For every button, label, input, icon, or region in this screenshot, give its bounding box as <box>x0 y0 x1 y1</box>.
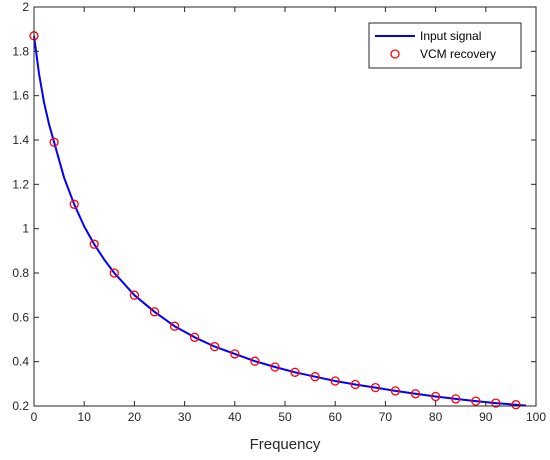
data-point-vcm-recovery <box>290 367 300 377</box>
legend-box <box>368 22 522 69</box>
data-point-vcm-recovery <box>430 391 441 402</box>
x-tick-label: 100 <box>526 410 546 424</box>
x-tick-label: 60 <box>329 410 343 424</box>
data-point-vcm-recovery <box>149 307 160 317</box>
data-point-vcm-recovery <box>270 362 280 372</box>
data-point-vcm-recovery <box>451 394 461 404</box>
data-point-vcm-recovery <box>330 376 340 386</box>
plot-frame <box>33 6 537 407</box>
data-point-vcm-recovery <box>189 332 200 342</box>
y-tick-label: 0.6 <box>12 310 29 324</box>
legend: Input signal VCM recovery <box>368 22 522 69</box>
data-point-vcm-recovery <box>370 382 381 393</box>
x-tick-label: 80 <box>429 410 443 424</box>
data-point-vcm-recovery <box>491 398 501 408</box>
legend-label-input-signal: Input signal <box>420 29 481 43</box>
data-point-vcm-recovery <box>69 199 79 209</box>
y-tick-label: 0.8 <box>12 266 29 280</box>
data-point-vcm-recovery <box>511 400 521 410</box>
data-point-vcm-recovery <box>350 379 360 390</box>
data-point-vcm-recovery <box>129 290 140 300</box>
plot-background <box>34 7 536 406</box>
x-tick-label: 0 <box>31 410 38 424</box>
ticks-layer: 0 10 20 30 40 50 60 70 80 90 100 0.2 0.4 0.6 0.8 1 1.2 1.… <box>12 0 546 424</box>
data-point-vcm-recovery <box>49 137 59 147</box>
data-point-vcm-recovery <box>471 396 481 406</box>
y-tick-label: 1.8 <box>12 44 29 58</box>
data-point-vcm-recovery <box>109 268 119 278</box>
legend-label-vcm-recovery: VCM recovery <box>420 47 496 61</box>
data-point-vcm-recovery <box>250 356 260 366</box>
y-tick-label: 1.2 <box>12 177 29 191</box>
x-tick-label: 40 <box>228 410 242 424</box>
x-axis-title: Frequency <box>250 436 321 453</box>
legend-swatch-vcm-recovery <box>390 49 400 59</box>
x-tick-label: 10 <box>78 410 92 424</box>
data-point-vcm-recovery <box>89 239 99 249</box>
y-tick-label: 1.4 <box>12 133 29 147</box>
y-tick-label: 1 <box>22 222 29 236</box>
y-tick-label: 0.4 <box>12 355 29 369</box>
x-tick-label: 30 <box>178 410 192 424</box>
data-point-vcm-recovery <box>169 321 180 331</box>
data-point-vcm-recovery <box>210 341 220 352</box>
y-tick-label: 2 <box>22 0 29 14</box>
x-tick-label: 90 <box>479 410 493 424</box>
data-point-vcm-recovery <box>410 389 421 399</box>
data-point-vcm-recovery <box>230 349 240 359</box>
data-point-vcm-recovery <box>310 372 320 382</box>
series-line-input-signal <box>33 35 527 407</box>
data-point-vcm-recovery <box>390 386 401 396</box>
x-tick-label: 20 <box>128 410 142 424</box>
x-tick-label: 50 <box>278 410 292 424</box>
y-tick-label: 0.2 <box>12 399 29 413</box>
y-tick-label: 1.6 <box>12 89 29 103</box>
x-tick-label: 70 <box>379 410 393 424</box>
